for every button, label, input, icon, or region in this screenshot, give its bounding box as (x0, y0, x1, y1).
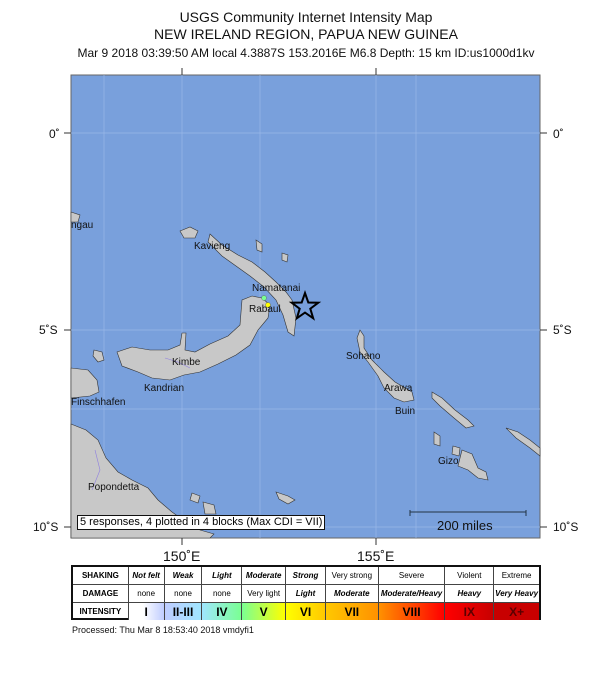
place-label: Namatanai (252, 283, 300, 294)
place-labels: Kavieng Namatanai Rabaul Kimbe Kandrian … (71, 220, 459, 493)
legend-intensity-cell: IV (202, 603, 243, 620)
lon-label: 150˚E (163, 548, 201, 564)
lat-label-left: 5˚S (39, 323, 58, 337)
dentrecasteaux (202, 501, 217, 515)
kolombangara (451, 445, 461, 457)
lat-label-right: 0˚ (553, 127, 564, 141)
lon-label: 155˚E (357, 548, 395, 564)
legend-damage-cell: Light (286, 585, 326, 602)
tabar-island (255, 239, 263, 253)
new-georgia (457, 449, 489, 481)
axis-ticks (64, 68, 547, 545)
legend-shaking-cell: Moderate (242, 567, 287, 584)
place-label: Buin (395, 406, 415, 417)
legend-shaking-cell: Violent (445, 567, 495, 584)
legend-damage-cell: Heavy (445, 585, 495, 602)
new-guinea-mainland (70, 423, 215, 539)
legend-intensity-cell: I (128, 603, 165, 620)
region-title: NEW IRELAND REGION, PAPUA NEW GUINEA (154, 26, 458, 42)
legend-row-shaking: SHAKING Not felt Weak Light Moderate Strong V… (73, 567, 539, 585)
new-britain (116, 295, 271, 381)
bougainville (356, 329, 415, 403)
gridlines (71, 75, 540, 538)
rivers (91, 357, 191, 491)
lat-label-right: 10˚S (553, 520, 579, 534)
woodlark (275, 491, 296, 505)
place-label: Kavieng (194, 241, 230, 252)
intensity-legend: SHAKING Not felt Weak Light Moderate Strong V… (71, 565, 541, 620)
scale-bar (409, 510, 527, 516)
place-label: Popondetta (88, 482, 140, 493)
legend-damage-cell: Moderate (326, 585, 379, 602)
processed-timestamp: Processed: Thu Mar 8 18:53:40 2018 vmdyf… (72, 625, 254, 635)
vella-lavella (433, 431, 441, 447)
legend-intensity-cell: IX (445, 603, 495, 620)
lat-label-right: 5˚S (553, 323, 572, 337)
santa-isabel (505, 427, 541, 457)
cdi-points (261, 295, 271, 308)
admiralty-island (70, 211, 81, 223)
legend-shaking-cell: Severe (379, 567, 446, 584)
legend-damage-cell: none (202, 585, 243, 602)
place-label: Sohano (346, 351, 381, 362)
legend-shaking-cell: Strong (286, 567, 326, 584)
huon-peninsula (70, 367, 100, 399)
lihir-island (281, 252, 289, 263)
place-label: Rabaul (249, 304, 281, 315)
land (70, 211, 541, 539)
scale-label: 200 miles (437, 518, 493, 533)
legend-damage-cell: none (129, 585, 165, 602)
legend-header: INTENSITY (73, 603, 129, 620)
legend-shaking-cell: Light (202, 567, 243, 584)
cdi-point[interactable] (265, 302, 271, 308)
place-label: Kandrian (144, 383, 184, 394)
legend-intensity-cell: II-III (164, 603, 203, 620)
star-icon (288, 289, 322, 321)
legend-shaking-cell: Not felt (129, 567, 165, 584)
cdi-point[interactable] (261, 295, 267, 301)
legend-header: DAMAGE (73, 585, 129, 602)
trobriand (189, 492, 201, 504)
map-title: USGS Community Internet Intensity Map (179, 9, 433, 25)
choiseul (431, 391, 475, 429)
new-hanover (179, 226, 199, 239)
legend-header: SHAKING (73, 567, 129, 584)
event-info: Mar 9 2018 03:39:50 AM local 4.3887S 153… (77, 46, 535, 60)
legend-damage-cell: Very Heavy (495, 589, 539, 598)
place-label: Finschhafen (71, 397, 125, 408)
new-ireland (207, 233, 297, 337)
lat-label-left: 10˚S (33, 520, 59, 534)
legend-shaking-cell: Weak (165, 567, 203, 584)
legend-damage-cell: Very light (242, 585, 287, 602)
legend-shaking-cell: Very strong (326, 567, 379, 584)
legend-damage-cell: none (165, 585, 203, 602)
umboi-island (92, 349, 105, 363)
legend-intensity-cell: VIII (378, 603, 446, 620)
place-label: Arawa (384, 383, 413, 394)
legend-shaking-cell: Extreme (501, 571, 532, 580)
legend-intensity-cell: VII (325, 603, 379, 620)
legend-intensity-cell: VI (286, 603, 326, 620)
legend-intensity-cell: X+ (494, 603, 539, 620)
legend-intensity-cell: V (242, 603, 287, 620)
legend-damage-cell: Moderate/Heavy (379, 585, 446, 602)
legend-row-intensity: INTENSITY I II-III IV V VI VII VIII IX X+ (73, 603, 539, 620)
place-label: Gizo (438, 456, 459, 467)
legend-row-damage: DAMAGE none none none Very light Light Modera… (73, 585, 539, 603)
lat-label-left: 0˚ (49, 127, 60, 141)
place-label: Kimbe (172, 357, 201, 368)
place-label: ngau (71, 220, 93, 231)
responses-summary: 5 responses, 4 plotted in 4 blocks (Max … (77, 515, 326, 530)
